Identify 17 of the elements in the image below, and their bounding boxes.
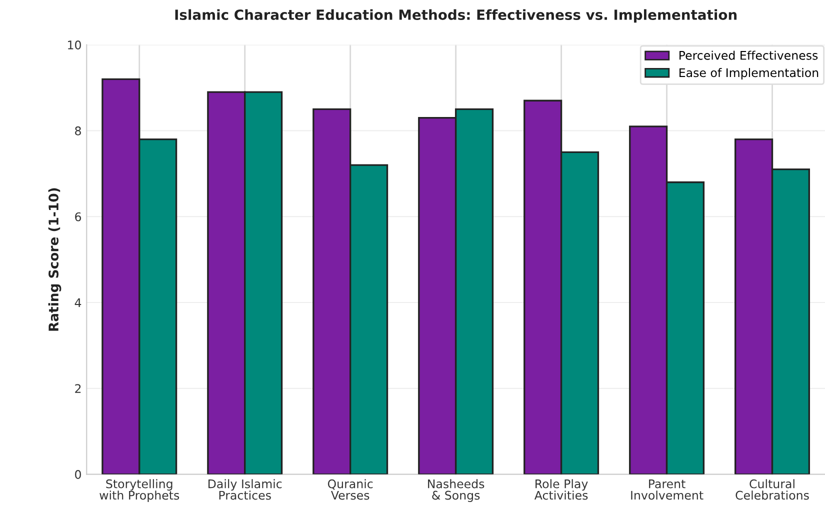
y-tick-label: 10 xyxy=(68,40,81,50)
x-tick-label: Role Play Activities xyxy=(534,479,588,500)
y-axis-title: Rating Score (1-10) xyxy=(48,188,62,331)
y-tick-label: 4 xyxy=(74,298,82,307)
y-tick-label: 2 xyxy=(75,384,81,393)
chart-title: Islamic Character Education Methods: Effectiveness vs. Implementation xyxy=(175,9,737,23)
x-tick-label: Storytelling with Prophets xyxy=(100,479,180,502)
y-tick-label: 8 xyxy=(75,126,81,136)
x-tick-label: Daily Islamic Practices xyxy=(208,479,282,500)
x-tick-label: Nasheeds & Songs xyxy=(428,479,484,502)
x-tick-label: Parent Involvement xyxy=(631,480,704,500)
y-tick-label: 0 xyxy=(75,470,81,479)
x-tick-label: Cultural Celebrations xyxy=(736,479,809,500)
x-tick-label: Quranic Verses xyxy=(328,479,373,500)
legend-label: Perceived Effectiveness xyxy=(680,50,818,60)
legend-label: Ease of Implementation xyxy=(680,68,818,80)
y-tick-label: 6 xyxy=(75,212,82,222)
